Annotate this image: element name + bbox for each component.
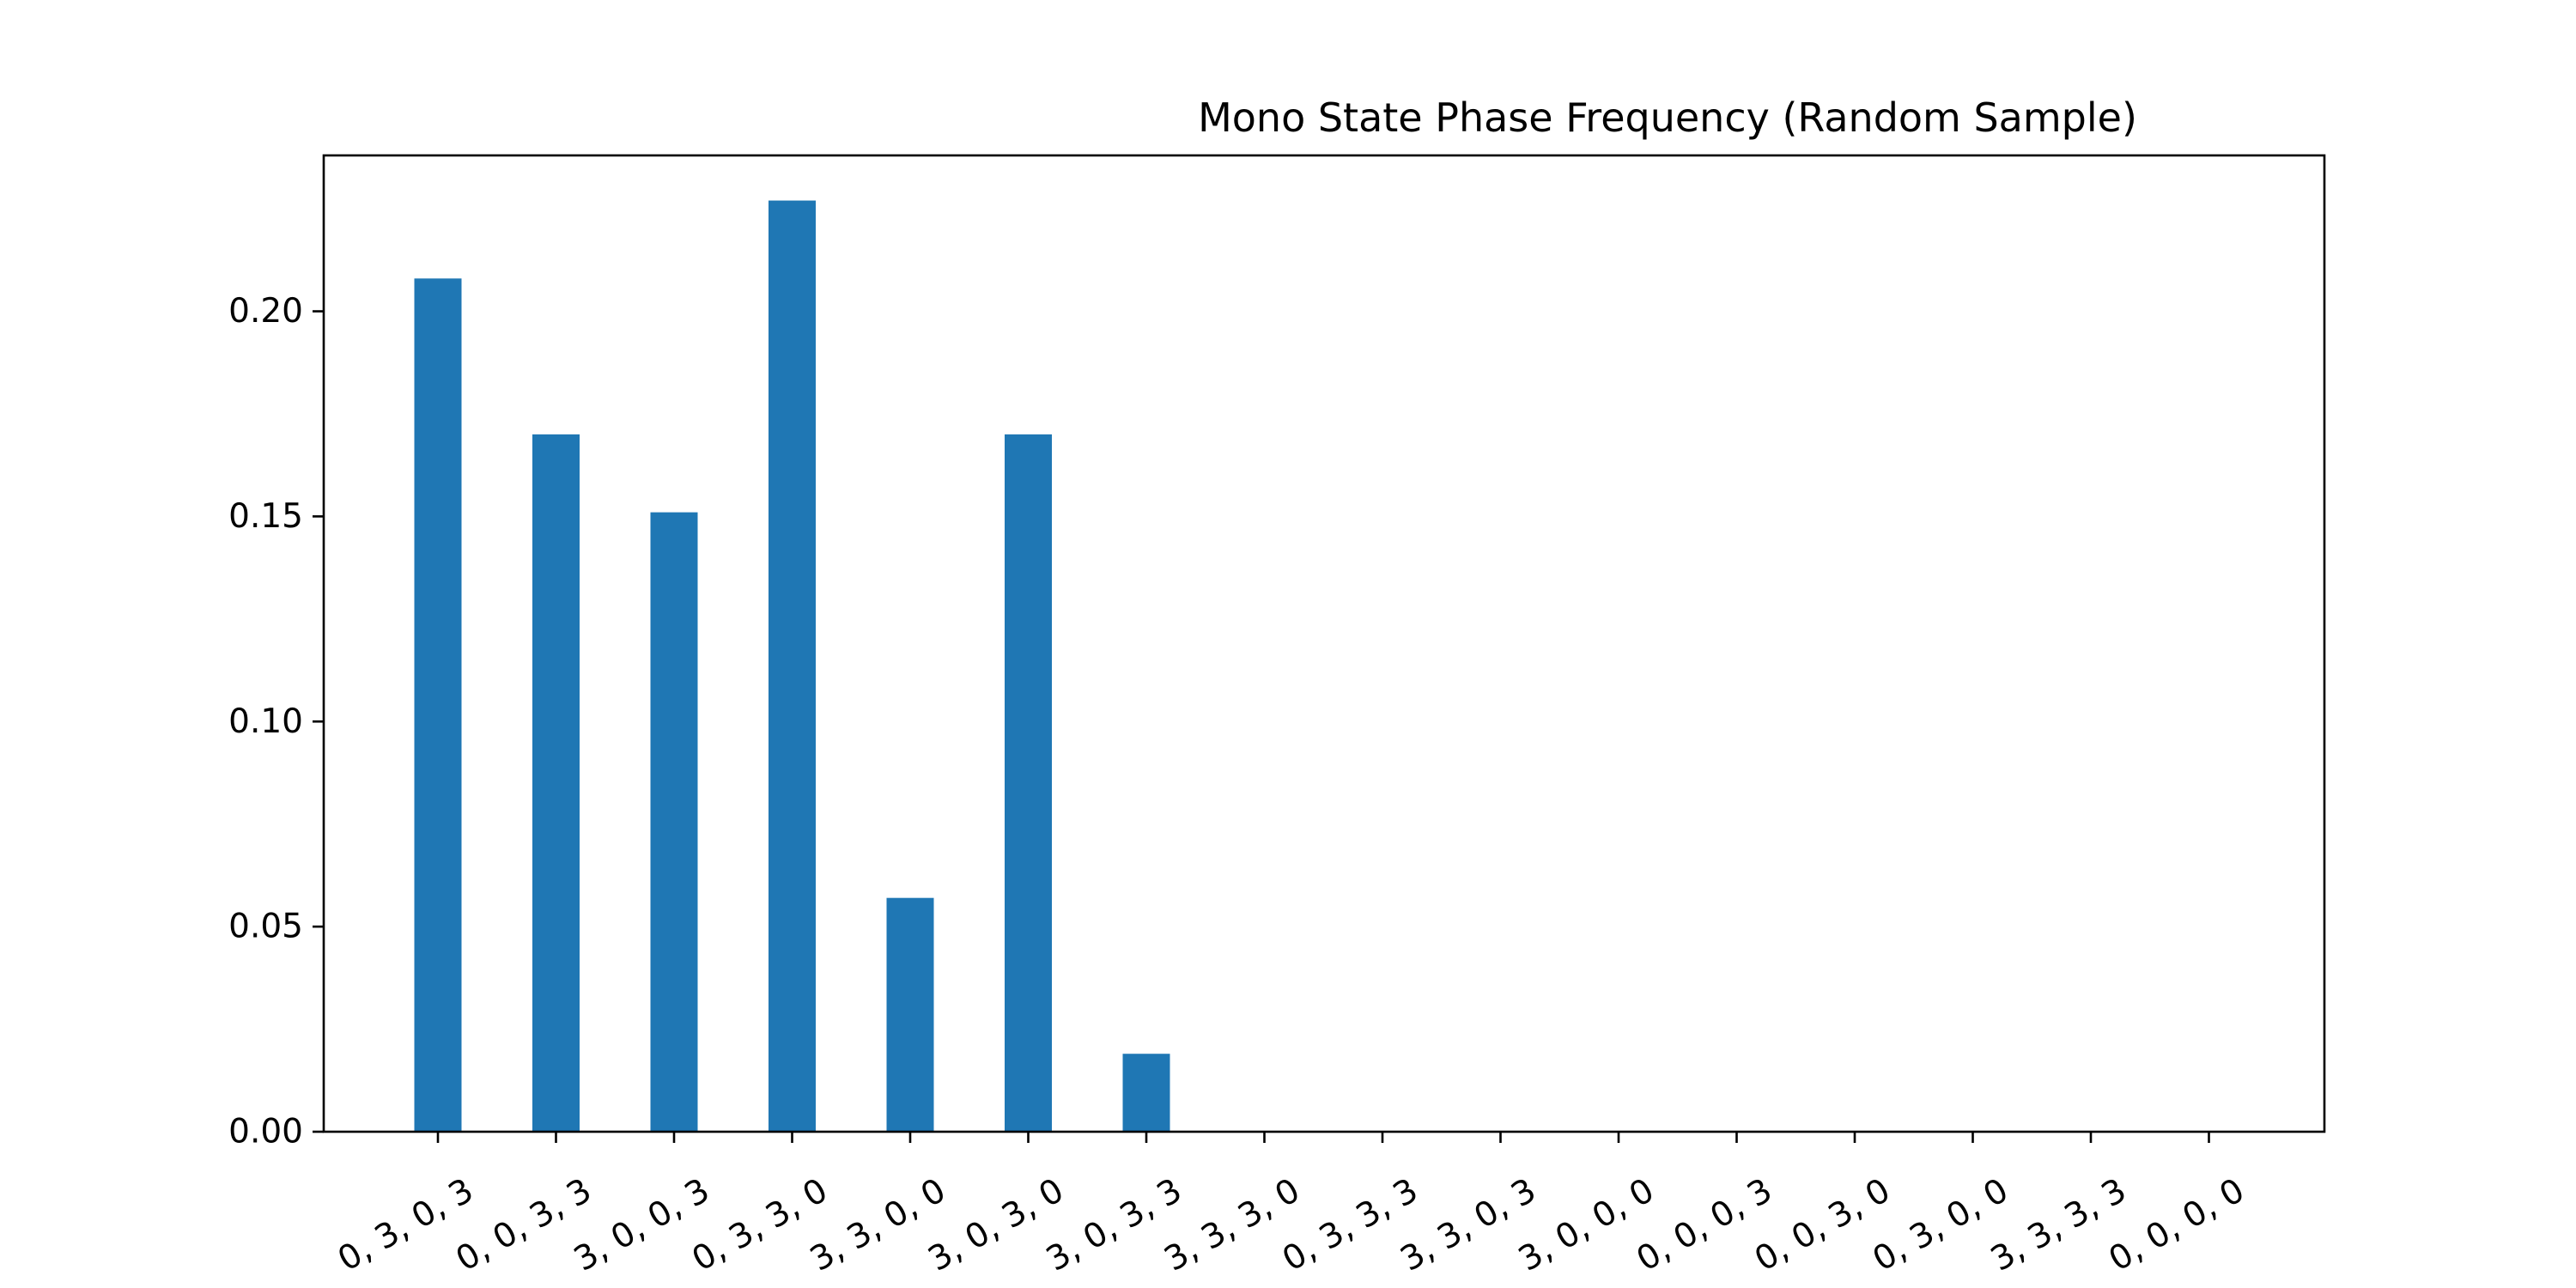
x-tick-label-4: 3, 3, 0, 0	[804, 1171, 952, 1279]
y-tick-label-2: 0.10	[228, 702, 303, 741]
y-tick-label-1: 0.05	[228, 908, 303, 946]
y-tick-label-0: 0.00	[228, 1113, 303, 1151]
x-tick-label-9: 3, 3, 0, 3	[1394, 1171, 1543, 1279]
x-tick-label-7: 3, 3, 3, 0	[1158, 1171, 1307, 1279]
bar-1	[532, 434, 580, 1132]
bar-6	[1122, 1054, 1170, 1132]
bar-3	[769, 200, 816, 1132]
x-tick-label-3: 0, 3, 3, 0	[686, 1171, 835, 1279]
y-axis: 0.00 0.05 0.10 0.15 0.20	[228, 292, 324, 1151]
x-tick-label-0: 0, 3, 0, 3	[331, 1171, 480, 1279]
y-tick-label-3: 0.15	[228, 497, 303, 536]
x-tick-label-5: 3, 0, 3, 0	[922, 1171, 1071, 1279]
x-tick-label-13: 0, 3, 0, 0	[1867, 1171, 2015, 1279]
bar-5	[1005, 434, 1052, 1132]
bar-0	[414, 278, 462, 1132]
plot-frame	[322, 154, 2326, 1133]
bar-2	[650, 512, 698, 1132]
x-tick-label-8: 0, 3, 3, 3	[1276, 1171, 1425, 1279]
x-tick-label-11: 0, 0, 0, 3	[1631, 1171, 1779, 1279]
bar-4	[886, 897, 934, 1132]
chart-title: Mono State Phase Frequency (Random Sampl…	[1198, 94, 2137, 141]
x-tick-label-10: 3, 0, 0, 0	[1512, 1171, 1661, 1279]
x-tick-label-1: 0, 0, 3, 3	[450, 1171, 598, 1279]
x-tick-label-15: 0, 0, 0, 0	[2103, 1171, 2251, 1279]
x-tick-label-6: 3, 0, 3, 3	[1040, 1171, 1188, 1279]
bars-group	[414, 200, 1170, 1132]
x-tick-label-12: 0, 0, 3, 0	[1748, 1171, 1897, 1279]
x-tick-label-2: 3, 0, 0, 3	[568, 1171, 716, 1279]
x-tick-label-14: 3, 3, 3, 3	[1984, 1171, 2133, 1279]
x-axis: 0, 3, 0, 30, 0, 3, 33, 0, 0, 30, 3, 3, 0…	[331, 1132, 2251, 1279]
y-tick-label-4: 0.20	[228, 292, 303, 331]
